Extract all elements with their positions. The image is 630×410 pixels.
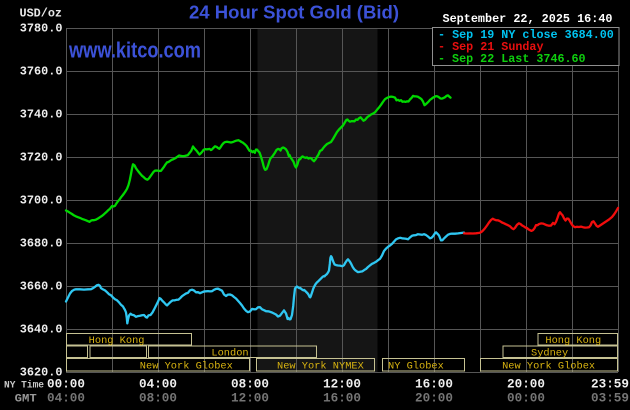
svg-text:08:00: 08:00 — [231, 378, 269, 392]
svg-text:New York Globex: New York Globex — [502, 360, 595, 372]
svg-text:New York Globex: New York Globex — [140, 360, 233, 372]
svg-text:3680.0: 3680.0 — [20, 237, 63, 251]
svg-text:00:00: 00:00 — [507, 392, 545, 406]
svg-text:Hong Kong: Hong Kong — [545, 335, 601, 347]
svg-text:04:00: 04:00 — [47, 392, 85, 406]
svg-text:London: London — [211, 347, 248, 359]
svg-text:20:00: 20:00 — [507, 378, 545, 392]
svg-text:NY Globex: NY Globex — [388, 360, 444, 372]
svg-text:12:00: 12:00 — [323, 378, 361, 392]
svg-text:3700.0: 3700.0 — [20, 194, 63, 208]
svg-text:GMT: GMT — [15, 394, 37, 406]
svg-text:3640.0: 3640.0 — [20, 323, 63, 337]
svg-text:- Sep 22 Last 3746.60: - Sep 22 Last 3746.60 — [438, 52, 586, 66]
svg-text:20:00: 20:00 — [415, 392, 453, 406]
svg-text:3660.0: 3660.0 — [20, 280, 63, 294]
svg-text:00:00: 00:00 — [47, 378, 85, 392]
svg-text:New York NYMEX: New York NYMEX — [277, 360, 364, 372]
svg-text:Hong Kong: Hong Kong — [89, 335, 145, 347]
svg-text:- Sep 19 NY close 3684.00: - Sep 19 NY close 3684.00 — [438, 28, 614, 42]
svg-text:24 Hour Spot Gold (Bid): 24 Hour Spot Gold (Bid) — [189, 2, 399, 23]
svg-text:3780.0: 3780.0 — [20, 22, 63, 36]
svg-text:3620.0: 3620.0 — [20, 366, 63, 380]
svg-text:04:00: 04:00 — [139, 378, 177, 392]
svg-text:NY Time: NY Time — [4, 380, 44, 392]
svg-text:23:59: 23:59 — [591, 378, 629, 392]
svg-text:08:00: 08:00 — [139, 392, 177, 406]
svg-text:16:00: 16:00 — [323, 392, 361, 406]
svg-text:USD/oz: USD/oz — [20, 7, 63, 21]
svg-text:www.kitco.com: www.kitco.com — [68, 38, 201, 63]
svg-text:September 22, 2025 16:40: September 22, 2025 16:40 — [443, 12, 613, 26]
svg-text:12:00: 12:00 — [231, 392, 269, 406]
svg-text:3760.0: 3760.0 — [20, 65, 63, 79]
svg-text:Sydney: Sydney — [531, 347, 568, 359]
svg-text:3740.0: 3740.0 — [20, 108, 63, 122]
svg-text:16:00: 16:00 — [415, 378, 453, 392]
svg-text:03:59: 03:59 — [591, 392, 629, 406]
svg-text:- Sep 21 Sunday: - Sep 21 Sunday — [438, 40, 544, 54]
svg-text:3720.0: 3720.0 — [20, 151, 63, 165]
